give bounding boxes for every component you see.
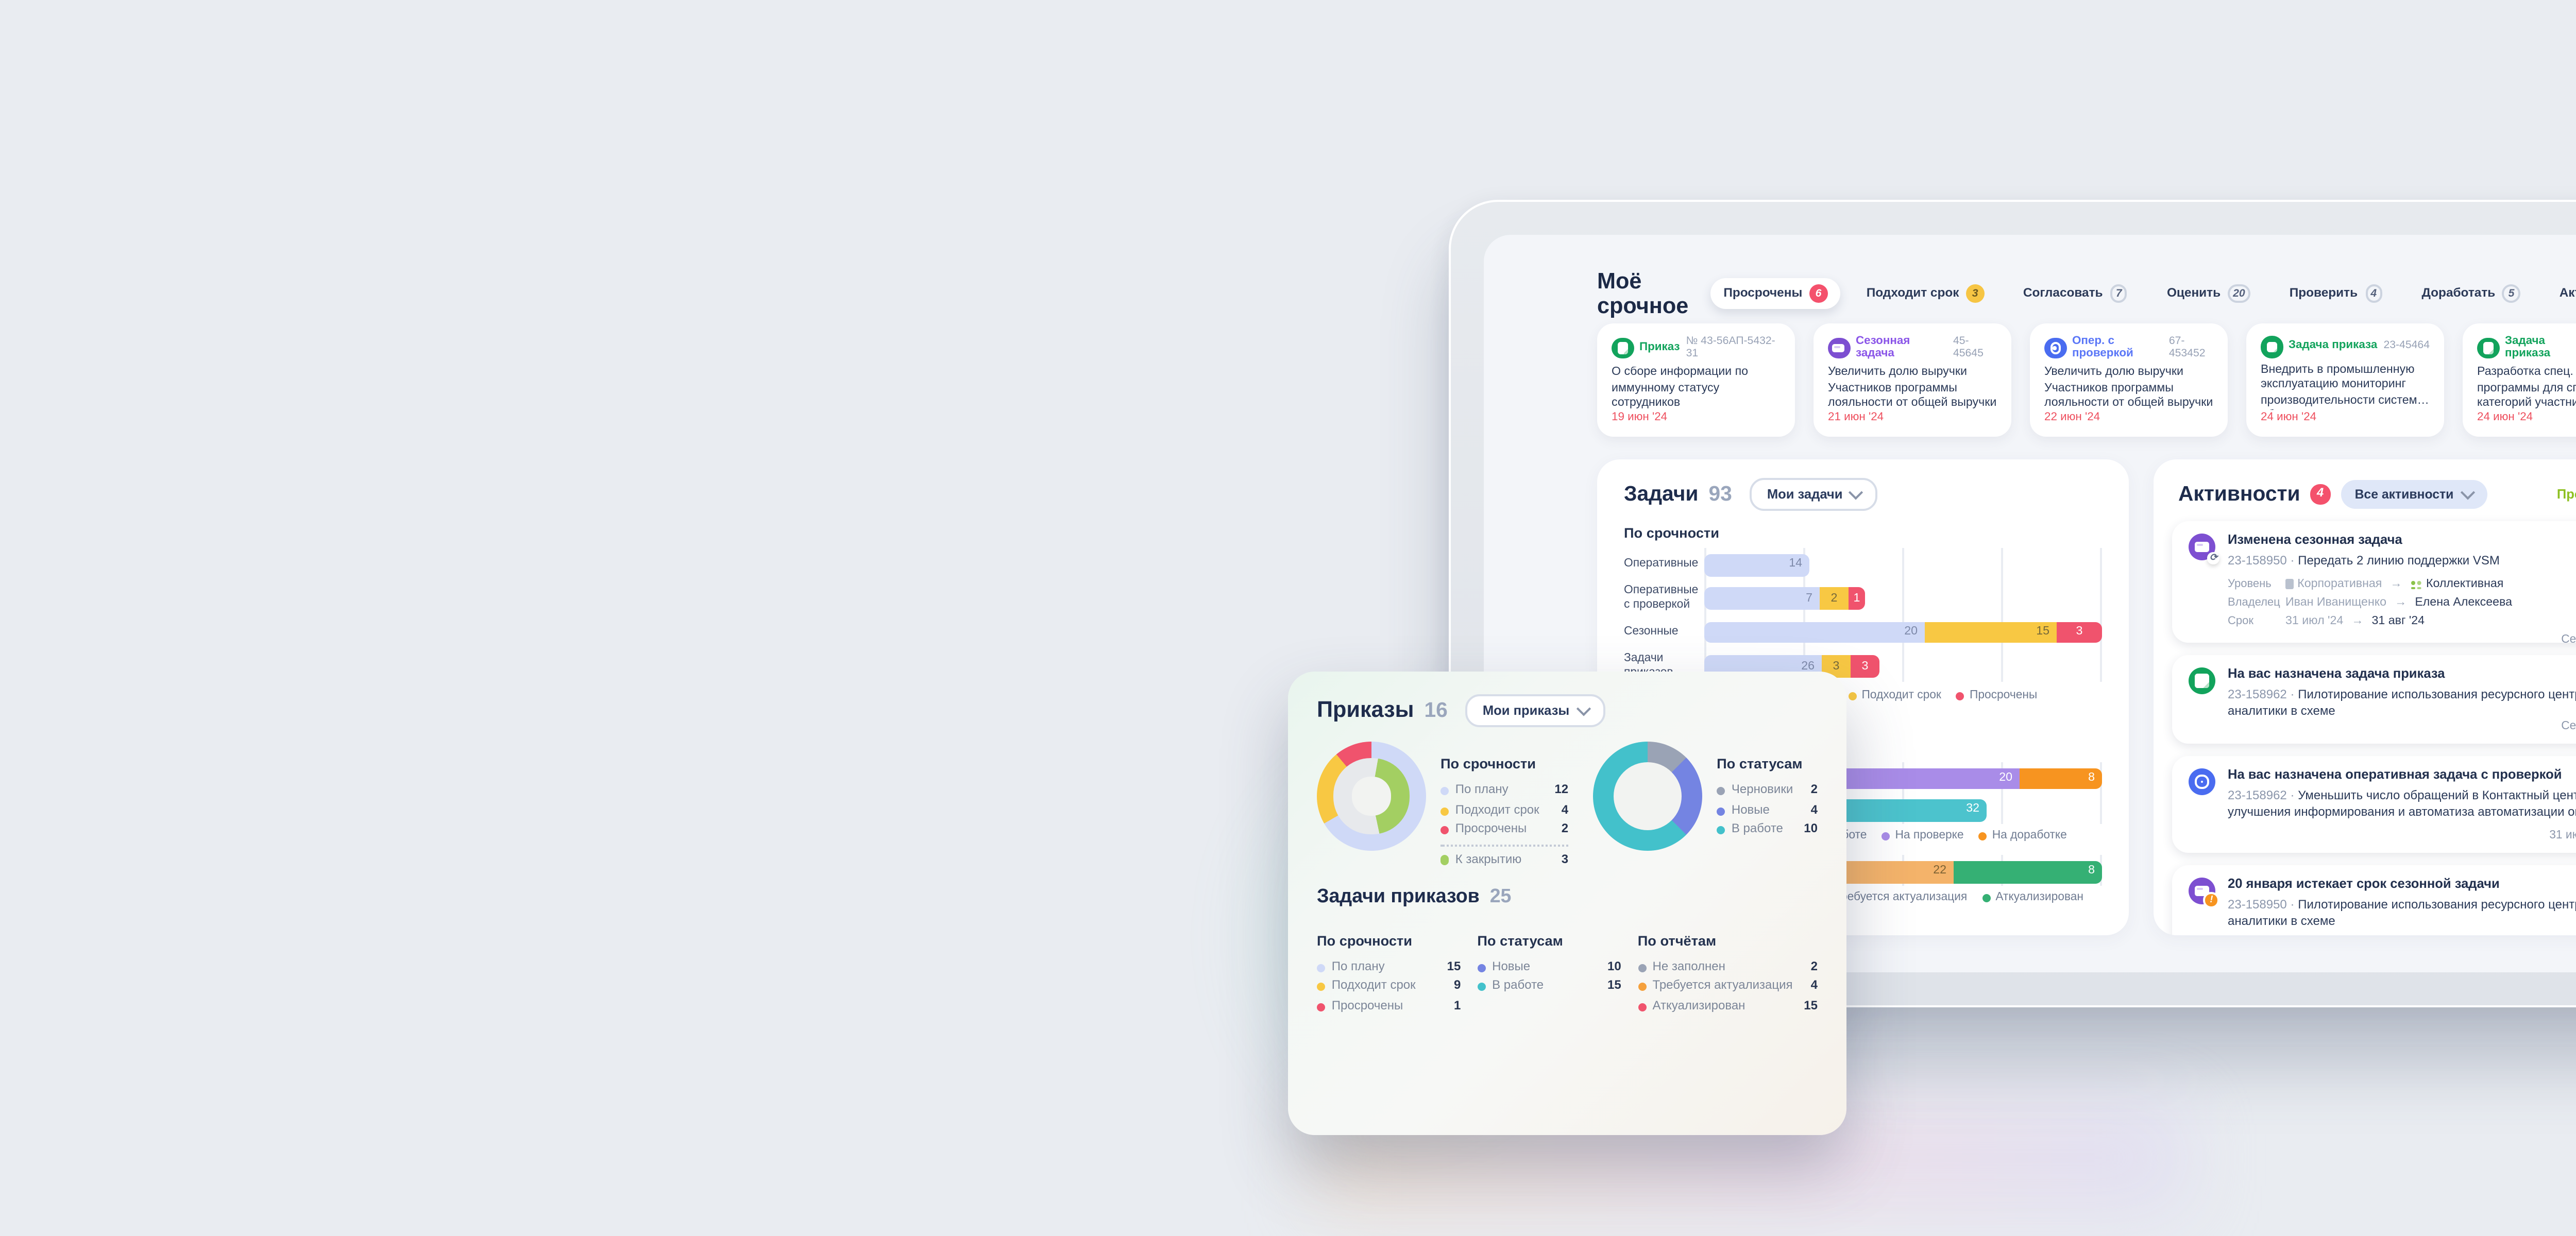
seasonal-task-icon: ⟳ <box>2189 534 2219 563</box>
target-icon <box>2044 337 2066 359</box>
seasonal-task-icon: ! <box>2189 878 2219 907</box>
activity-time: Сегодня, 12:00 <box>2561 721 2576 733</box>
order-note-icon <box>1612 337 1633 359</box>
bar-segment: 3 <box>1851 656 1879 678</box>
bar-segment: 15 <box>1925 622 2057 644</box>
bar-segment: 8 <box>2020 768 2102 790</box>
urgent-cards-row: Приказ № 43-56АП-5432-31 О сборе информа… <box>1597 323 2576 437</box>
count-badge: 20 <box>2228 284 2250 303</box>
count-badge: 6 <box>1809 284 1827 303</box>
urgency-bar-chart: Оперативные 14 Оперативные с проверкой 7… <box>1624 547 2102 683</box>
order-tasks-count: 25 <box>1489 883 1512 906</box>
bar-segment: 3 <box>2057 622 2102 644</box>
read-all-link[interactable]: Прочитать все <box>2556 487 2576 502</box>
card-due-date: 24 июн '24 <box>2261 412 2317 424</box>
alert-icon: ! <box>2203 891 2219 907</box>
detail-row: Срок 31 июл '24 → 31 авг '24 <box>2228 615 2425 628</box>
card-title: Увеличить долю выручки Участников програ… <box>2044 367 2213 411</box>
urgent-card-operational[interactable]: Опер. с проверкой 67-453452 Увеличить до… <box>2030 323 2228 437</box>
chevron-down-icon <box>1849 484 1863 499</box>
count-badge: 5 <box>2502 284 2520 303</box>
urgent-card-order[interactable]: Приказ № 43-56АП-5432-31 О сборе информа… <box>1597 323 1795 437</box>
bar-row: Оперативные 14 <box>1624 554 2102 576</box>
orders-status-donut <box>1593 742 1703 851</box>
chevron-down-icon <box>1575 700 1590 715</box>
urgent-title: Моё срочное <box>1597 269 1689 318</box>
bar-segment: 7 <box>1704 588 1820 610</box>
detail-row: Владелец Иван Иванищенко → Елена Алексее… <box>2228 597 2512 610</box>
tasks-filter-dropdown[interactable]: Мои задачи <box>1750 478 1878 511</box>
filter-chip-rework[interactable]: Доработать 5 <box>2410 279 2533 308</box>
card-due-date: 24 июн '24 <box>2477 412 2533 424</box>
urgency-legend: По плану Подходит срок Просрочены <box>1704 690 2102 702</box>
filter-chip-approve[interactable]: Согласовать 7 <box>2011 279 2140 308</box>
bar-segment: 2 <box>1820 588 1849 610</box>
bar-row: Оперативные с проверкой 7 2 1 <box>1624 586 2102 612</box>
count-badge: 4 <box>2365 284 2383 303</box>
refresh-icon: ⟳ <box>2207 551 2219 563</box>
document-icon <box>2285 579 2294 589</box>
target-icon <box>2189 768 2215 795</box>
order-note-icon <box>2477 337 2499 359</box>
order-tasks-title: Задачи приказов <box>1317 883 1480 906</box>
card-due-date: 22 июн '24 <box>2044 412 2100 424</box>
filter-chip-overdue[interactable]: Просрочены 6 <box>1711 278 1840 309</box>
orders-overlay-card: Приказы 16 Мои приказы По срочности По п… <box>1288 672 1846 1135</box>
card-due-date: 21 июн '24 <box>1828 412 1884 424</box>
bar-segment: 1 <box>1849 588 1865 610</box>
bar-segment: 8 <box>1954 861 2102 883</box>
orders-title: Приказы <box>1317 698 1414 723</box>
filter-chip-rate[interactable]: Оценить 20 <box>2155 279 2263 308</box>
orders-count: 16 <box>1424 699 1448 722</box>
card-title: О сборе информации по иммунному статусу … <box>1612 367 1749 411</box>
count-badge: 7 <box>2110 284 2128 303</box>
activities-count-badge: 4 <box>2310 485 2330 504</box>
people-icon <box>2410 580 2422 591</box>
activity-item-deadline[interactable]: ! 20 января истекает срок сезонной задач… <box>2172 865 2576 935</box>
bar-segment: 20 <box>1704 622 1925 644</box>
tablet-frame: Моё срочное Просрочены 6 Подходит срок 3… <box>1449 200 2576 1007</box>
urgency-heading: По срочности <box>1624 527 1719 542</box>
dashboard-screen: Моё срочное Просрочены 6 Подходит срок 3… <box>1484 235 2576 972</box>
order-tasks-reports-group: По отчётам Не заполнен 2 Требуется актуал… <box>1637 934 1818 1013</box>
activities-panel: Активности 4 Все активности Прочитать вс… <box>2154 459 2576 935</box>
activity-time: 31 июл '24, 19:07 <box>2549 830 2576 843</box>
card-title: Внедрить в промышленную эксплуатацию мон… <box>2261 364 2421 408</box>
bar-segment: 14 <box>1704 554 1809 576</box>
orders-closing-inner-ring <box>1334 759 1409 834</box>
card-title: Разработка спец. условий программы для с… <box>2477 367 2576 411</box>
order-tasks-urgency-group: По срочности По плану 15 Подходит срок 9 П… <box>1317 934 1461 1013</box>
activities-title: Активности <box>2178 483 2300 506</box>
filter-chip-check[interactable]: Проверить 4 <box>2277 279 2395 308</box>
card-due-date: 19 июн '24 <box>1612 412 1668 424</box>
card-title: Увеличить долю выручки Участников програ… <box>1828 367 1997 411</box>
urgent-card-order-task-2[interactable]: Задача приказа 87-343546 Разработка спец… <box>2463 323 2576 437</box>
orders-urgency-donut <box>1317 742 1426 851</box>
bar-segment: 20 <box>1834 768 2020 790</box>
count-badge: 3 <box>1966 284 1984 303</box>
tasks-title: Задачи <box>1624 483 1699 506</box>
filter-chip-due-soon[interactable]: Подходит срок 3 <box>1854 279 1996 308</box>
urgent-section-header: Моё срочное Просрочены 6 Подходит срок 3… <box>1597 269 2576 318</box>
activity-item-operational-task[interactable]: На вас назначена оперативная задача с пр… <box>2172 756 2576 853</box>
order-tasks-status-group: По статусам Новые 10 В работе 15 <box>1477 934 1621 994</box>
activity-item-order-task[interactable]: На вас назначена задача приказа 23-15896… <box>2172 655 2576 744</box>
bar-row: Сезонные 20 15 3 <box>1624 622 2102 644</box>
tasks-count: 93 <box>1708 483 1732 506</box>
bar-row: 20 8 <box>1624 768 2102 790</box>
urgent-card-seasonal[interactable]: Сезонная задача 45-45645 Увеличить долю … <box>1814 323 2011 437</box>
seasonal-task-icon <box>1828 337 1850 359</box>
orders-filter-dropdown[interactable]: Мои приказы <box>1466 694 1605 727</box>
chevron-down-icon <box>2460 484 2475 499</box>
activities-filter-dropdown[interactable]: Все активности <box>2340 480 2487 509</box>
order-note-icon <box>2261 336 2282 357</box>
activity-time: Сегодня, 12:20 <box>2561 634 2576 647</box>
order-note-icon <box>2189 667 2215 694</box>
filter-chip-update-report[interactable]: Актуализировать отчёт 1 <box>2559 286 2576 301</box>
detail-row: Уровень Корпоративная → Коллективная <box>2228 578 2504 591</box>
activity-item-changed-seasonal[interactable]: ⟳ Изменена сезонная задача 23-158950 · П… <box>2172 521 2576 647</box>
urgent-card-order-task-1[interactable]: Задача приказа 23-45464 Внедрить в промы… <box>2246 323 2444 437</box>
